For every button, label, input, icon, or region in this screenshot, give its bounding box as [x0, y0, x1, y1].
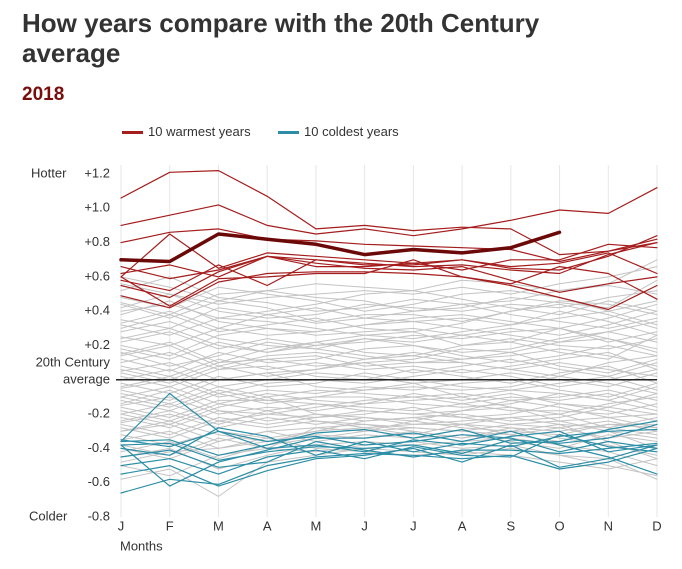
coldest-years-lines [120, 392, 658, 494]
coldest-year-line [120, 430, 658, 487]
other-year-line [120, 365, 658, 388]
other-year-line [120, 259, 658, 302]
page-title: How years compare with the 20th Century … [22, 8, 540, 68]
x-tick-label: S [506, 518, 515, 533]
other-year-line [120, 307, 658, 336]
other-year-line [120, 290, 658, 319]
other-year-line [120, 345, 658, 367]
warmest-year-line [120, 255, 658, 299]
other-year-line [120, 310, 658, 340]
other-year-line [120, 399, 658, 418]
other-year-line [120, 266, 658, 305]
other-year-line [120, 403, 658, 422]
other-year-line [120, 410, 658, 432]
y-axis-colder-label: Colder [29, 508, 68, 523]
x-tick-label: M [310, 518, 321, 533]
other-year-line [120, 345, 658, 372]
other-year-line [120, 386, 658, 408]
coldest-year-line [120, 444, 658, 487]
y-tick-label: +0.8 [84, 234, 110, 249]
x-tick-label: J [410, 518, 417, 533]
x-tick-label: J [118, 518, 125, 533]
other-year-line [120, 300, 658, 322]
legend-item-coldest: 10 coldest years [278, 124, 399, 140]
coldest-year-line [120, 434, 658, 475]
other-year-line [120, 423, 658, 460]
x-tick-label: O [554, 518, 564, 533]
other-year-line [120, 358, 658, 381]
other-year-line [120, 327, 658, 353]
other-year-line [120, 382, 658, 408]
other-year-line [120, 355, 658, 384]
legend-label-warmest: 10 warmest years [148, 124, 251, 139]
legend-swatch-coldest [278, 130, 299, 134]
x-tick-label: M [213, 518, 224, 533]
x-axis-title: Months [120, 538, 163, 553]
y-tick-label: +0.4 [84, 303, 110, 318]
coldest-year-line [120, 447, 658, 494]
other-year-line [120, 355, 658, 381]
warmest-year-line [120, 271, 658, 311]
other-year-line [120, 389, 658, 415]
other-year-line [120, 338, 658, 367]
highlight-year-line [119, 230, 562, 264]
y-tick-label: -0.2 [88, 406, 110, 421]
other-year-line [120, 369, 658, 394]
x-tick-label: J [361, 518, 368, 533]
other-year-line [120, 327, 658, 357]
x-tick-label: D [652, 518, 661, 533]
x-tick-label: N [604, 518, 613, 533]
other-year-line [120, 303, 658, 333]
y-axis-hotter-label: Hotter [31, 165, 67, 180]
other-year-line [120, 410, 658, 436]
baseline-label-line2: average [63, 371, 110, 386]
other-year-line [120, 396, 658, 415]
y-tick-label: +0.6 [84, 268, 110, 283]
warmest-year-line [120, 235, 658, 278]
legend-item-warmest: 10 warmest years [122, 124, 251, 140]
y-tick-label: +1.0 [84, 200, 110, 215]
x-tick-label: A [458, 518, 467, 533]
baseline-label-line1: 20th Century [36, 354, 111, 369]
other-year-line [120, 300, 658, 333]
y-tick-label: +1.2 [84, 165, 110, 180]
other-year-line [120, 447, 658, 497]
warmest-year-line [120, 170, 658, 256]
month-gridlines [120, 165, 658, 517]
y-tick-label: -0.6 [88, 474, 110, 489]
coldest-year-line [120, 427, 658, 456]
y-tick-label: -0.4 [88, 440, 110, 455]
legend-swatch-warmest [122, 130, 143, 134]
other-year-line [120, 321, 658, 346]
y-tick-label: +0.2 [84, 337, 110, 352]
coldest-year-line [120, 392, 658, 453]
coldest-year-line [120, 430, 658, 453]
legend-label-coldest: 10 coldest years [304, 124, 399, 139]
warmest-year-line [120, 233, 658, 278]
x-tick-label: A [263, 518, 272, 533]
other-year-line [120, 348, 658, 374]
x-tick-label: F [166, 518, 174, 533]
y-tick-label: -0.8 [88, 508, 110, 523]
other-year-line [120, 386, 658, 405]
other-year-line [120, 327, 658, 350]
other-years-lines [120, 259, 658, 497]
y-tick-labels: +1.2 +1.0 +0.8 +0.6 +0.4 +0.2 -0.2 -0.4 -0.6 -0.8 [84, 165, 110, 523]
other-year-line [120, 310, 658, 350]
other-year-line [120, 331, 658, 360]
coldest-year-line [120, 420, 658, 456]
coldest-year-line [120, 440, 658, 468]
highlight-year-group [119, 230, 562, 264]
other-year-line [120, 334, 658, 364]
other-year-line [120, 372, 658, 401]
warmest-year-line [120, 187, 658, 237]
warmest-years-lines [120, 170, 658, 311]
chart-subtitle: 2018 [22, 84, 65, 105]
warmest-year-line [120, 228, 658, 263]
